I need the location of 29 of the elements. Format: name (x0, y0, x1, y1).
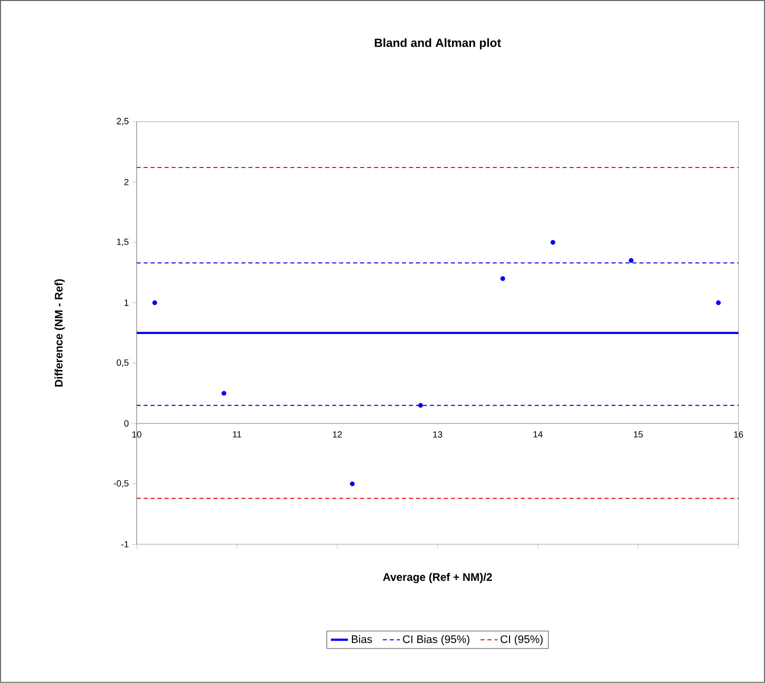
x-axis-title: Average (Ref + NM)/2 (383, 572, 492, 584)
y-tick-label: 2,5 (116, 118, 129, 126)
point (716, 300, 721, 306)
x-tick-label: 16 (734, 431, 744, 438)
y-tick-label: 2 (124, 178, 128, 186)
point (418, 403, 423, 408)
y-tick-label: 0,5 (116, 359, 129, 367)
point (500, 276, 506, 282)
x-tick-label: 15 (634, 431, 643, 438)
chart-title: Bland and Altman plot (374, 38, 501, 50)
legend-label: CI (95%) (500, 635, 543, 646)
point (152, 300, 158, 306)
x-tick-label: 13 (433, 431, 442, 438)
x-tick-label: 11 (233, 431, 242, 438)
y-axis-title: Difference (NM - Ref) (54, 279, 65, 386)
y-tick-label: 1,5 (117, 238, 129, 246)
point (550, 240, 556, 245)
point (628, 258, 634, 263)
legend-label: Bias (352, 635, 372, 644)
point (350, 482, 355, 486)
legend-label: CI Bias (95%) (402, 635, 470, 646)
x-tick-label: 10 (132, 431, 142, 438)
y-tick-label: -0,5 (114, 480, 129, 488)
y-tick-label: 0 (124, 420, 129, 427)
x-tick-label: 14 (534, 431, 543, 438)
x-tick-label: 12 (332, 431, 342, 438)
point (222, 390, 226, 396)
y-tick-label: -1 (121, 541, 128, 548)
y-tick-label: 1 (124, 300, 128, 306)
